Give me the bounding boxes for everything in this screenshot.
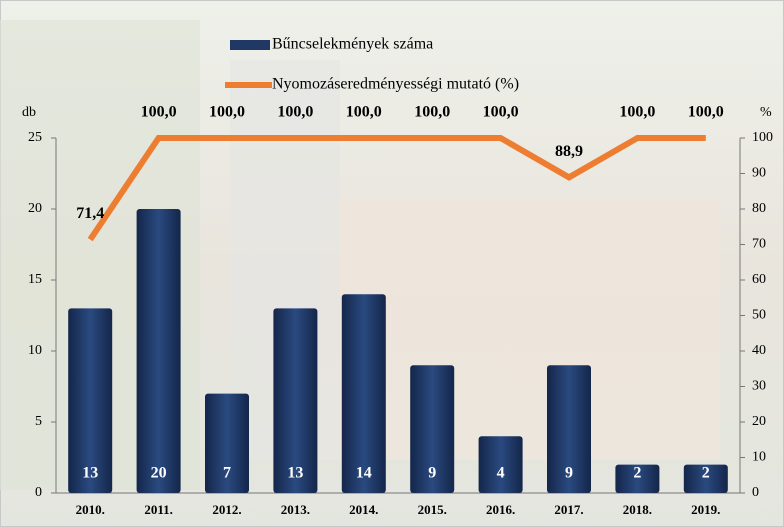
y-tick-label: 20 xyxy=(28,201,42,216)
line-value-label: 88,9 xyxy=(555,143,583,160)
bar-value-label: 7 xyxy=(223,465,231,482)
y2-tick-label: 0 xyxy=(752,485,759,500)
y2-axis-title: % xyxy=(760,105,772,120)
bar-value-label: 2 xyxy=(633,465,641,482)
bar-value-label: 9 xyxy=(565,465,573,482)
bar-value-label: 9 xyxy=(428,465,436,482)
y2-tick-label: 10 xyxy=(752,450,766,465)
x-tick-label: 2011. xyxy=(144,502,173,517)
x-tick-label: 2018. xyxy=(623,502,652,517)
line-value-label: 100,0 xyxy=(346,104,382,121)
chart: db % 05101520250102030405060708090100201… xyxy=(0,0,784,527)
y2-tick-label: 80 xyxy=(752,201,766,216)
legend-label: Nyomozáseredményességi mutató (%) xyxy=(272,76,519,93)
line-value-label: 100,0 xyxy=(277,104,313,121)
line-value-label: 71,4 xyxy=(76,205,104,222)
y2-tick-label: 50 xyxy=(752,308,766,323)
x-tick-label: 2012. xyxy=(212,502,241,517)
line-value-label: 100,0 xyxy=(414,104,450,121)
y-tick-label: 15 xyxy=(28,272,42,287)
line-value-label: 100,0 xyxy=(483,104,519,121)
bar-value-label: 20 xyxy=(151,465,167,482)
x-tick-label: 2015. xyxy=(418,502,447,517)
x-tick-label: 2016. xyxy=(486,502,515,517)
x-tick-label: 2013. xyxy=(281,502,310,517)
bar-value-label: 2 xyxy=(702,465,710,482)
line-value-label: 100,0 xyxy=(688,104,724,121)
bar xyxy=(342,294,386,493)
bar-value-label: 13 xyxy=(287,465,303,482)
line-value-label: 100,0 xyxy=(209,104,245,121)
y2-tick-label: 40 xyxy=(752,343,766,358)
line-value-label: 100,0 xyxy=(141,104,177,121)
y2-tick-label: 30 xyxy=(752,379,766,394)
x-tick-label: 2019. xyxy=(691,502,720,517)
y2-tick-label: 100 xyxy=(752,130,773,145)
page: db % 05101520250102030405060708090100201… xyxy=(0,0,784,527)
line-value-label: 100,0 xyxy=(619,104,655,121)
y2-tick-label: 90 xyxy=(752,166,766,181)
y-tick-label: 5 xyxy=(35,414,42,429)
x-tick-label: 2010. xyxy=(76,502,105,517)
y2-tick-label: 60 xyxy=(752,272,766,287)
bar xyxy=(137,209,181,493)
y-tick-label: 25 xyxy=(28,130,42,145)
y-axis-title: db xyxy=(22,105,36,120)
bar-value-label: 4 xyxy=(497,465,505,482)
bar-value-label: 13 xyxy=(82,465,98,482)
bar-value-label: 14 xyxy=(356,465,372,482)
y2-tick-label: 20 xyxy=(752,414,766,429)
legend-label: Bűncselekmények száma xyxy=(272,36,433,53)
y2-tick-label: 70 xyxy=(752,237,766,252)
legend-swatch xyxy=(230,40,270,50)
x-tick-label: 2017. xyxy=(554,502,583,517)
y-tick-label: 10 xyxy=(28,343,42,358)
x-tick-label: 2014. xyxy=(349,502,378,517)
y-tick-label: 0 xyxy=(35,485,42,500)
